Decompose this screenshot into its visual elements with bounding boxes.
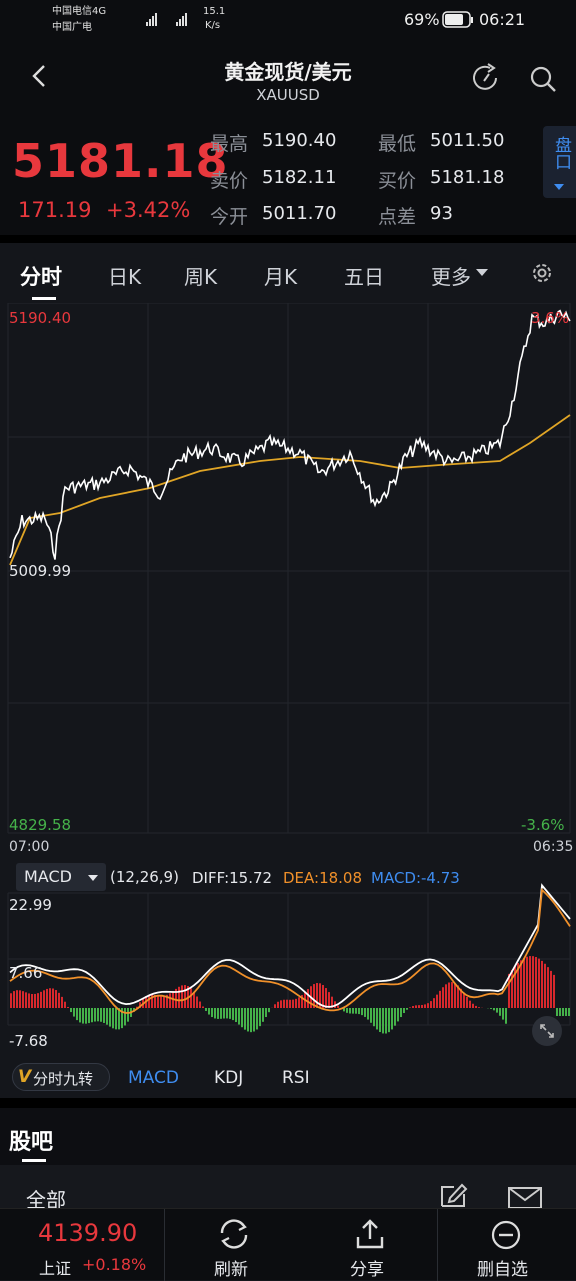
index-value: 4139.90 <box>38 1219 137 1247</box>
top-bar: 黄金现货/美元 XAUUSD <box>0 40 576 120</box>
high-value: 5190.40 <box>262 130 336 151</box>
tab-monthly[interactable]: 月K <box>264 261 297 290</box>
chart-bottom-price: 4829.58 <box>9 816 71 834</box>
buy-value: 5181.18 <box>430 167 504 188</box>
open-label: 今开 <box>210 202 248 229</box>
intraday-chart[interactable] <box>0 303 576 1063</box>
chart-bottom-percent: -3.6% <box>521 816 565 834</box>
tab-more[interactable]: 更多 <box>431 261 471 290</box>
indicator-select[interactable]: MACD <box>16 863 106 891</box>
macd-value: MACD:-4.73 <box>371 869 460 887</box>
chart-prev-close: 5009.99 <box>9 562 71 580</box>
spread-label: 点差 <box>378 202 416 229</box>
settings-icon[interactable] <box>530 261 554 289</box>
tab-indicator <box>32 297 56 300</box>
tab-five-day[interactable]: 五日 <box>344 261 384 290</box>
refresh-label: 刷新 <box>214 1255 248 1280</box>
price-change-percent: +3.42% <box>106 198 190 222</box>
tab-weekly[interactable]: 周K <box>184 261 217 290</box>
macd-params: (12,26,9) <box>110 868 179 886</box>
low-value: 5011.50 <box>430 130 504 151</box>
tab-intraday[interactable]: 分时 <box>20 261 62 291</box>
battery-percent: 69% <box>404 10 440 29</box>
index-ticker[interactable]: 4139.90 上证 +0.18% <box>0 1209 165 1281</box>
chart-top-price: 5190.40 <box>9 309 71 327</box>
time-start: 07:00 <box>9 839 49 855</box>
minus-circle-icon <box>490 1219 522 1251</box>
macd-y-top: 22.99 <box>9 896 52 914</box>
forum-tabbar <box>0 1165 576 1208</box>
caret-down-icon <box>554 184 564 192</box>
period-tabs: 分时 日K 周K 月K 五日 更多 <box>0 243 576 303</box>
sell-value: 5182.11 <box>262 167 336 188</box>
signal-icon <box>138 8 178 30</box>
macd-y-bottom: -7.68 <box>9 1032 48 1050</box>
index-name: 上证 <box>39 1255 71 1279</box>
dea-line <box>10 890 570 1013</box>
diff-line <box>10 885 570 1007</box>
nine-turn-button[interactable]: V 分时九转 <box>12 1063 110 1091</box>
share-button[interactable]: 分享 <box>302 1209 438 1281</box>
divider <box>0 1098 576 1108</box>
nine-turn-label: 分时九转 <box>33 1068 93 1089</box>
share-label: 分享 <box>350 1255 384 1280</box>
buy-label: 买价 <box>378 166 416 193</box>
last-price: 5181.18 <box>12 134 229 188</box>
spread-value: 93 <box>430 203 453 224</box>
net-speed: 15.1 <box>203 6 225 18</box>
index-change: +0.18% <box>82 1255 146 1274</box>
fullscreen-icon[interactable] <box>532 1016 562 1046</box>
forum-section: 股吧 全部 <box>0 1108 576 1208</box>
battery-icon <box>442 11 474 33</box>
search-icon[interactable] <box>528 64 558 98</box>
divider <box>0 235 576 243</box>
sell-label: 卖价 <box>210 166 248 193</box>
carrier-2: 中国广电 <box>52 22 92 34</box>
tab-daily[interactable]: 日K <box>108 261 141 290</box>
refresh-button[interactable]: 刷新 <box>166 1209 302 1281</box>
carrier-1: 中国电信4G <box>52 6 106 18</box>
open-value: 5011.70 <box>262 203 336 224</box>
indicator-tabs: V 分时九转 MACD KDJ RSI <box>0 1060 576 1098</box>
bottom-bar: 4139.90 上证 +0.18% 刷新 分享 删自选 <box>0 1208 576 1280</box>
refresh-icon <box>216 1217 252 1251</box>
remove-watchlist-button[interactable]: 删自选 <box>440 1209 576 1281</box>
order-book-label: 盘口 <box>549 136 574 170</box>
indicator-tab-rsi[interactable]: RSI <box>282 1068 310 1088</box>
status-bar: 中国电信4G 中国广电 15.1 K/s 69% 06:21 <box>0 0 576 40</box>
low-label: 最低 <box>378 129 416 156</box>
order-book-button[interactable]: 盘口 <box>543 126 576 198</box>
price-line <box>10 311 570 560</box>
clock: 06:21 <box>479 10 525 29</box>
chevron-down-icon <box>476 269 488 277</box>
price-change: 171.19 <box>18 198 91 222</box>
share-icon <box>352 1217 388 1251</box>
quote-panel: 5181.18 171.19 +3.42% 最高 5190.40 最低 5011… <box>0 120 576 235</box>
caret-down-icon <box>88 875 98 881</box>
chart-top-percent: 3.6% <box>531 309 569 327</box>
indicator-tab-macd[interactable]: MACD <box>128 1068 179 1088</box>
indicator-tab-kdj[interactable]: KDJ <box>214 1068 243 1088</box>
macd-dea: DEA:18.08 <box>283 869 362 887</box>
time-end: 06:35 <box>533 839 573 855</box>
nine-turn-icon: V <box>18 1067 31 1087</box>
forum-title-underline <box>22 1159 46 1162</box>
high-label: 最高 <box>210 129 248 156</box>
chart-area: 5190.40 3.6% 5009.99 4829.58 -3.6% 07:00… <box>0 303 576 1063</box>
remove-watchlist-label: 删自选 <box>477 1255 528 1280</box>
macd-y-mid: 7.66 <box>9 964 42 982</box>
indicator-select-value: MACD <box>24 867 72 886</box>
refresh-chart-icon[interactable] <box>470 62 502 98</box>
macd-diff: DIFF:15.72 <box>192 869 272 887</box>
forum-title: 股吧 <box>9 1124 53 1156</box>
net-unit: K/s <box>205 20 220 32</box>
